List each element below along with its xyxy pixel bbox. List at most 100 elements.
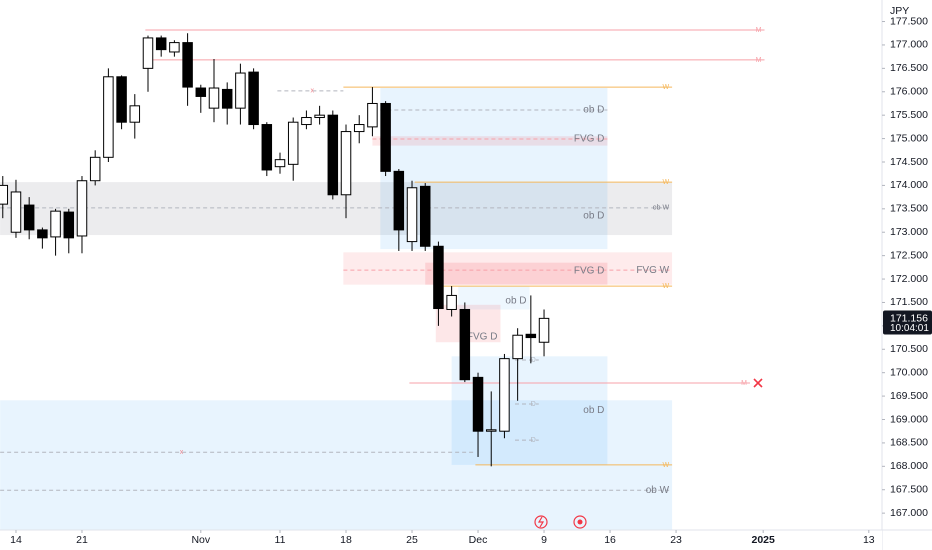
alert-icon-ring[interactable] bbox=[534, 515, 548, 529]
x-tick-label: 9 bbox=[541, 534, 547, 546]
y-tick-label: 177.500 bbox=[890, 15, 928, 27]
y-tick-label: 171.500 bbox=[890, 296, 928, 308]
y-tick-label: 172.000 bbox=[890, 273, 928, 285]
candle-body bbox=[353, 124, 365, 133]
candle-body bbox=[485, 429, 497, 432]
event-icon[interactable] bbox=[573, 515, 587, 529]
candle-body bbox=[10, 191, 22, 233]
alert-icon[interactable] bbox=[534, 515, 548, 529]
candle-body bbox=[208, 87, 220, 109]
time-axis-bg bbox=[0, 530, 882, 550]
zone bbox=[372, 136, 608, 146]
x-tick-label: Dec bbox=[469, 534, 488, 546]
event-icon-ring[interactable] bbox=[573, 515, 587, 529]
y-tick-label: 167.500 bbox=[890, 484, 928, 496]
candle-body bbox=[406, 187, 418, 243]
level-label: D bbox=[531, 357, 536, 364]
level-label: M bbox=[756, 27, 762, 34]
candle-body bbox=[235, 72, 246, 109]
y-tick-label: 169.000 bbox=[890, 413, 928, 425]
level-label: W bbox=[662, 462, 669, 469]
candle-body bbox=[512, 334, 523, 360]
last-price-label: 171.156 bbox=[890, 312, 928, 324]
event-icon-dot[interactable] bbox=[577, 519, 583, 525]
x-tick-label: 2025 bbox=[752, 534, 776, 546]
level-label: ob D bbox=[583, 210, 604, 221]
level-label: M bbox=[741, 380, 747, 387]
alert-icon-bolt[interactable] bbox=[537, 516, 545, 528]
candle-body bbox=[23, 204, 35, 231]
candle-body bbox=[0, 184, 9, 205]
x-tick-label: 25 bbox=[406, 534, 418, 546]
x-tick-label: Nov bbox=[191, 534, 210, 546]
price-axis-bg bbox=[882, 0, 932, 550]
level-label: ob D bbox=[505, 296, 526, 307]
level-label: ob W bbox=[653, 205, 670, 212]
zone bbox=[343, 252, 673, 285]
level-label: W bbox=[662, 84, 669, 91]
y-tick-label: 177.000 bbox=[890, 39, 928, 51]
candle-body bbox=[169, 42, 180, 53]
y-tick-label: 176.500 bbox=[890, 62, 928, 74]
level-label: FVG W bbox=[636, 265, 669, 276]
last-price-tag bbox=[883, 310, 932, 335]
level-label: D bbox=[531, 401, 536, 408]
y-tick-label: 174.000 bbox=[890, 179, 928, 191]
candle-body bbox=[446, 294, 457, 310]
y-tick-label: 174.500 bbox=[890, 156, 928, 168]
y-tick-label: 168.000 bbox=[890, 460, 928, 472]
candle-body bbox=[301, 117, 312, 126]
y-tick-label: 172.500 bbox=[890, 249, 928, 261]
level-label: D bbox=[531, 437, 536, 444]
level-label: FVG D bbox=[574, 266, 605, 277]
zone bbox=[458, 286, 530, 310]
x-tick-label: 18 bbox=[340, 534, 352, 546]
candle-body bbox=[340, 131, 352, 196]
y-tick-label: 170.000 bbox=[890, 366, 928, 378]
x-tick-label: 14 bbox=[10, 534, 22, 546]
candle-body bbox=[142, 37, 154, 69]
candle-body bbox=[155, 37, 167, 51]
candle-body bbox=[459, 308, 471, 381]
x-tick-label: 13 bbox=[863, 534, 875, 546]
y-tick-label: 167.000 bbox=[890, 507, 928, 519]
x-tick-label: 21 bbox=[76, 534, 88, 546]
y-tick-label: 170.500 bbox=[890, 343, 928, 355]
candle-body bbox=[50, 210, 61, 238]
level-label: x bbox=[180, 449, 184, 456]
candle-body bbox=[248, 71, 259, 126]
y-tick-label: 169.500 bbox=[890, 390, 928, 402]
plot-area: M M W W W W Mob D ob W FVG D FVG W ob W x x ob D FVG D… bbox=[0, 27, 765, 530]
candle-body bbox=[195, 87, 207, 97]
candle-body bbox=[538, 317, 550, 343]
candle-body bbox=[499, 358, 510, 432]
level-label: FVG D bbox=[574, 134, 605, 145]
candle-body bbox=[221, 88, 233, 109]
candle-body bbox=[129, 105, 141, 123]
x-tick-label: 11 bbox=[275, 534, 286, 546]
candle-body bbox=[525, 333, 537, 339]
candle-body bbox=[380, 102, 391, 172]
candle-body bbox=[261, 124, 273, 171]
y-tick-label: 175.000 bbox=[890, 132, 928, 144]
y-tick-label: 175.500 bbox=[890, 109, 928, 121]
level-label: ob D bbox=[583, 105, 604, 116]
x-tick-label: 16 bbox=[604, 534, 616, 546]
y-tick-label: 173.000 bbox=[890, 226, 928, 238]
candle-body bbox=[274, 159, 286, 168]
candle-body bbox=[419, 185, 431, 247]
candle-body bbox=[393, 170, 405, 231]
candle-body bbox=[63, 211, 75, 239]
level-label: FVG D bbox=[467, 332, 498, 343]
x-tick-label: 23 bbox=[670, 534, 682, 546]
candle-body bbox=[314, 114, 325, 119]
close-marker-stroke bbox=[753, 378, 763, 388]
candle-body bbox=[472, 376, 484, 432]
candle-body bbox=[367, 102, 378, 128]
y-tick-label: 173.500 bbox=[890, 203, 928, 215]
zone bbox=[425, 262, 608, 285]
level-label: ob W bbox=[646, 485, 670, 496]
level-label: x bbox=[310, 88, 314, 95]
candle-body bbox=[287, 121, 299, 165]
